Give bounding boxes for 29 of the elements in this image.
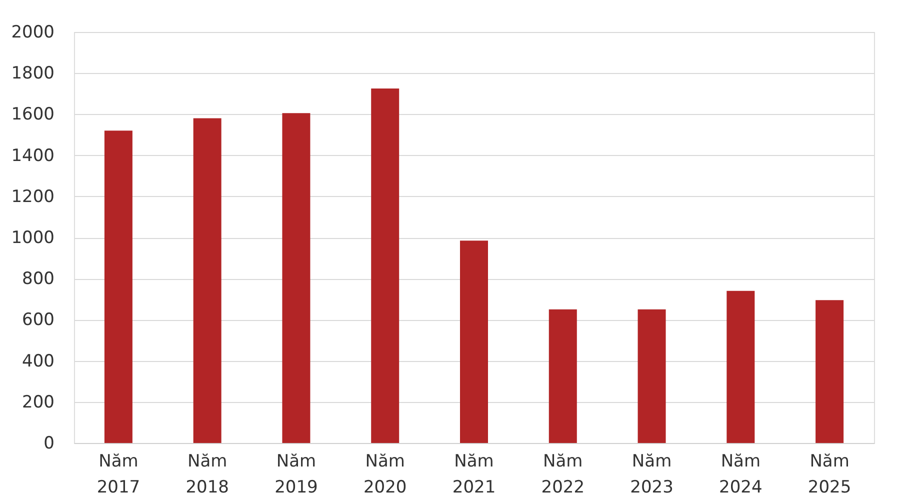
y-tick-label: 1400: [11, 146, 54, 166]
x-tick-label: Năm 2021: [452, 452, 496, 498]
x-tick-label: Năm 2017: [96, 452, 140, 498]
bar: [726, 290, 755, 443]
x-tick-label: Năm 2018: [186, 452, 229, 498]
y-tick-label: 800: [22, 269, 54, 290]
x-tick-label: Năm 2019: [274, 452, 318, 498]
bar: [548, 309, 577, 443]
bar: [638, 309, 666, 443]
x-tick-label: Năm 2020: [363, 452, 407, 498]
y-tick-label: 1000: [11, 228, 54, 248]
y-tick-label: 200: [22, 392, 54, 412]
y-tick-label: 2000: [11, 22, 54, 42]
x-tick-label: Năm 2022: [541, 452, 585, 498]
bar: [282, 113, 310, 443]
bar: [193, 118, 222, 443]
y-tick-label: 1800: [11, 64, 54, 84]
x-tick-label: Năm 2023: [630, 452, 674, 498]
y-tick-label: 1200: [11, 186, 54, 207]
bar: [460, 240, 488, 443]
bar: [816, 300, 844, 443]
y-tick-label: 600: [22, 310, 54, 330]
x-tick-label: Năm 2024: [719, 452, 762, 498]
x-tick-label: Năm 2025: [808, 452, 852, 498]
y-tick-label: 1600: [11, 104, 54, 125]
y-tick-label: 0: [44, 434, 54, 454]
y-tick-label: 400: [22, 351, 54, 372]
bar: [104, 130, 132, 443]
bar: [371, 88, 400, 443]
